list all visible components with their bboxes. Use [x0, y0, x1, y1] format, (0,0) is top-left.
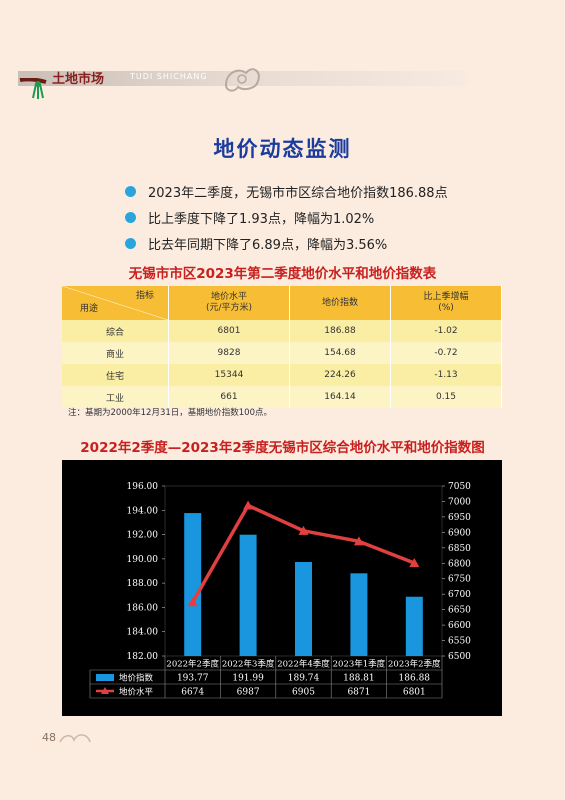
x-tick-label: 2022年2季度: [166, 659, 219, 670]
land-price-table: 指标 用途 地价水平 (元/平方米) 地价指数 比上季增幅 (%) 综合 6801 18…: [62, 286, 502, 408]
line-point: [243, 500, 254, 510]
data-label: 6987: [237, 688, 260, 698]
x-tick-label: 2023年1季度: [333, 659, 386, 670]
header-band: [18, 71, 468, 86]
data-label: 6905: [292, 688, 315, 698]
y-tick-label: 194.00: [127, 506, 159, 516]
y2-tick-label: 6750: [448, 575, 471, 585]
line-point: [187, 597, 198, 607]
data-label: 6801: [403, 688, 426, 698]
y2-tick-label: 6850: [448, 544, 471, 554]
summary-bullets: 2023年二季度，无锡市市区综合地价指数186.88点 比上季度下降了1.93点…: [125, 178, 448, 256]
y2-tick-label: 6800: [448, 559, 471, 569]
table-corner-cell: 指标 用途: [62, 286, 169, 320]
y2-tick-label: 6550: [448, 637, 471, 647]
table-row: 商业 9828 154.68 -0.72: [62, 342, 502, 364]
bullet-text: 2023年二季度，无锡市市区综合地价指数186.88点: [148, 185, 448, 201]
line-point: [409, 557, 420, 567]
y2-tick-label: 6650: [448, 606, 471, 616]
corner-label-use: 用途: [80, 304, 99, 314]
data-label: 191.99: [232, 674, 264, 684]
data-label: 189.74: [288, 674, 320, 684]
y-tick-label: 190.00: [127, 555, 159, 565]
data-label: 6871: [347, 688, 370, 698]
line-point: [298, 525, 309, 535]
bar: [350, 573, 368, 656]
bar: [405, 596, 423, 656]
y-tick-label: 188.00: [127, 579, 159, 589]
tassel-ornament-icon: [19, 78, 47, 99]
y2-tick-label: 6700: [448, 590, 471, 600]
table-note: 注：基期为2000年12月31日，基期地价指数100点。: [68, 408, 272, 418]
bar: [295, 562, 312, 656]
corner-label-indicator: 指标: [135, 291, 154, 301]
x-tick-label: 2023年2季度: [388, 659, 441, 670]
table-row: 住宅 15344 224.26 -1.13: [62, 364, 502, 386]
y-tick-label: 184.00: [127, 628, 159, 638]
y-tick-label: 192.00: [127, 531, 159, 541]
table-header-row: 指标 用途 地价水平 (元/平方米) 地价指数 比上季增幅 (%): [62, 286, 502, 320]
y-tick-label: 182.00: [127, 652, 159, 662]
bar: [184, 513, 202, 656]
x-tick-label: 2022年4季度: [277, 659, 330, 670]
y2-tick-label: 7000: [448, 497, 471, 507]
magazine-name-en: TUDI SHICHANG: [130, 72, 208, 81]
y2-tick-label: 6500: [448, 652, 471, 662]
bullet-dot-icon: [125, 185, 136, 197]
data-label: 186.88: [399, 674, 431, 684]
y-tick-label: 186.00: [127, 603, 159, 613]
table-row: 综合 6801 186.88 -1.02: [62, 320, 502, 342]
table-row: 工业 661 164.14 0.15: [62, 386, 502, 408]
legend-marker: [101, 687, 109, 694]
magazine-header: 土地市场 TUDI SHICHANG: [0, 58, 565, 100]
column-header: 地价水平 (元/平方米): [168, 286, 290, 320]
cloud-ornament-icon: [224, 68, 260, 92]
y-tick-label: 196.00: [127, 482, 159, 492]
y2-tick-label: 6950: [448, 513, 471, 523]
magazine-name-cn: 土地市场: [52, 72, 105, 87]
footer-cloud-ornament-icon: [59, 734, 91, 743]
column-header: 比上季增幅 (%): [390, 286, 502, 320]
chart-container: 182.00 184.00 186.00 188.00 190.00 192.00 194.…: [62, 460, 502, 716]
bar: [239, 534, 257, 656]
data-label: 193.77: [177, 674, 209, 684]
x-tick-label: 2022年3季度: [222, 659, 275, 670]
bullet-item: 比去年同期下降了6.89点，降幅为3.56%: [125, 230, 448, 256]
legend-label: 地价指数: [119, 673, 154, 684]
combo-chart: 182.00 184.00 186.00 188.00 190.00 192.00 194.…: [89, 482, 471, 699]
bullet-dot-icon: [125, 211, 136, 223]
legend-label: 地价水平: [119, 687, 154, 698]
line-point: [353, 536, 364, 546]
y2-tick-label: 6600: [448, 621, 471, 631]
table-title: 无锡市市区2023年第二季度地价水平和地价指数表: [128, 266, 437, 282]
y2-tick-label: 7050: [448, 482, 471, 492]
bullet-item: 比上季度下降了1.93点，降幅为1.02%: [125, 204, 448, 230]
bullet-text: 比去年同期下降了6.89点，降幅为3.56%: [148, 237, 388, 253]
data-label: 188.81: [343, 674, 375, 684]
bullet-item: 2023年二季度，无锡市市区综合地价指数186.88点: [125, 178, 448, 204]
page-title: 地价动态监测: [213, 137, 352, 161]
data-label: 6674: [181, 688, 204, 698]
chart-title: 2022年2季度—2023年2季度无锡市区综合地价水平和地价指数图: [80, 440, 485, 456]
bullet-dot-icon: [125, 237, 136, 249]
y2-tick-label: 6900: [448, 528, 471, 538]
column-header: 地价指数: [289, 286, 391, 320]
page-number: 48: [42, 731, 56, 744]
bullet-text: 比上季度下降了1.93点，降幅为1.02%: [148, 211, 375, 227]
legend-swatch-bar: [96, 674, 114, 681]
